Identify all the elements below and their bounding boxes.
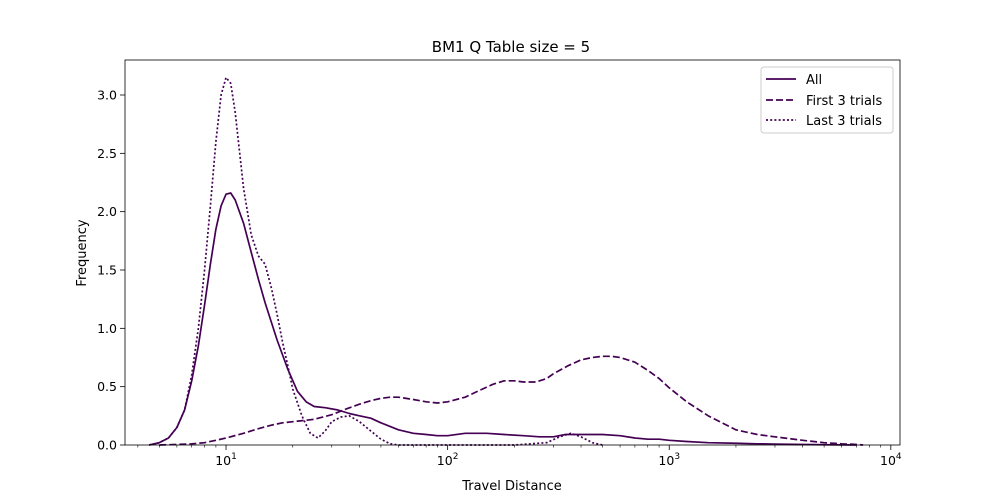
y-tick-label: 0.5 <box>97 379 117 394</box>
series-line-all <box>148 192 857 446</box>
legend-box <box>760 66 894 134</box>
legend-label-last-3-trials: Last 3 trials <box>806 114 882 129</box>
x-tick-label: 104 <box>880 452 902 468</box>
plot-frame <box>124 59 901 446</box>
y-axis: 0.0 0.5 1.0 1.5 2.0 2.5 3.0 <box>97 88 125 453</box>
x-tick-label: 103 <box>658 452 680 468</box>
y-tick-label: 2.5 <box>97 146 117 161</box>
x-axis: 101 102 103 104 <box>137 445 902 468</box>
x-tick-label: 102 <box>437 452 459 468</box>
y-tick-label: 1.5 <box>97 263 117 278</box>
legend-label-all: All <box>806 73 822 88</box>
y-tick-label: 3.0 <box>97 88 117 103</box>
y-tick-label: 0.0 <box>97 438 117 453</box>
legend: All First 3 trials Last 3 trials <box>760 66 894 134</box>
y-tick-label: 1.0 <box>97 321 117 336</box>
x-tick-label: 101 <box>215 452 237 468</box>
x-axis-label: Travel Distance <box>461 479 562 494</box>
chart-title: BM1 Q Table size = 5 <box>432 38 590 56</box>
series-line-first-3-trials <box>159 355 864 446</box>
legend-label-first-3-trials: First 3 trials <box>806 94 883 109</box>
y-tick-label: 2.0 <box>97 204 117 219</box>
y-axis-label: Frequency <box>75 219 90 286</box>
